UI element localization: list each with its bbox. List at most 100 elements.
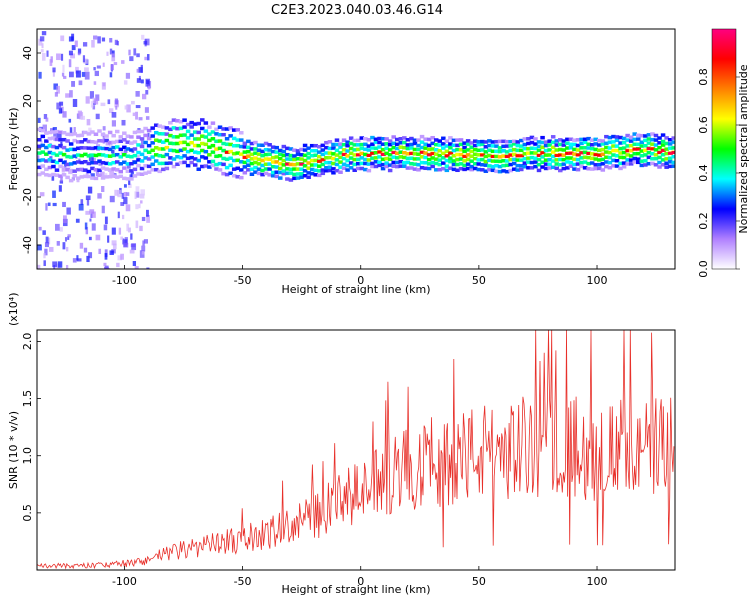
ridge-cell <box>618 155 623 160</box>
ridge-cell <box>348 146 354 151</box>
ridge-cell <box>391 160 396 165</box>
noise-speckle <box>111 227 116 235</box>
ridge-cell <box>526 166 531 170</box>
ridge-cell <box>267 148 272 152</box>
ridge-cell <box>451 167 457 172</box>
noise-speckle <box>56 53 61 61</box>
noise-speckle <box>109 37 113 43</box>
noise-speckle <box>63 215 67 224</box>
noise-speckle <box>128 49 131 56</box>
noise-speckle <box>66 207 71 215</box>
ridge-cell <box>246 158 251 163</box>
ridge-cell <box>504 139 510 144</box>
ridge-cell <box>402 145 407 150</box>
ridge-cell <box>543 140 549 144</box>
ridge-cell <box>472 139 478 143</box>
ridge-cell <box>675 153 680 157</box>
ridge-cell <box>97 146 102 150</box>
ridge-cell <box>200 134 205 138</box>
ridge-cell <box>313 148 318 153</box>
ridge-cell <box>458 157 464 161</box>
noise-speckle <box>100 102 106 107</box>
ridge-cell <box>384 151 389 156</box>
ridge-cell <box>575 167 581 172</box>
ridge-cell <box>274 174 279 179</box>
ridge-cell <box>192 157 198 161</box>
ridge-peak <box>444 154 450 158</box>
ridge-cell <box>675 163 680 167</box>
ridge-cell <box>501 149 506 153</box>
ridge-cell <box>189 120 194 125</box>
ridge-cell <box>480 162 485 167</box>
ridge-cell <box>628 158 634 162</box>
ridge-cell <box>657 165 662 169</box>
ridge-cell <box>373 160 379 164</box>
ridge-cell <box>68 142 74 146</box>
noise-speckle <box>135 186 140 192</box>
ridge-cell <box>625 153 630 157</box>
ridge-cell <box>490 164 496 169</box>
x-tick-label: 0 <box>357 274 364 287</box>
ridge-cell <box>536 168 542 173</box>
ridge-cell <box>433 152 439 156</box>
y-tick-label: 0.5 <box>21 504 34 522</box>
ridge-cell <box>625 138 630 142</box>
ridge-cell <box>363 161 368 166</box>
ridge-cell <box>444 164 450 168</box>
ridge-cell <box>660 152 666 157</box>
ridge-cell <box>519 167 524 172</box>
ridge-cell <box>600 168 606 172</box>
ridge-cell <box>239 138 244 142</box>
ridge-cell <box>377 163 382 168</box>
ridge-cell <box>409 136 414 141</box>
ridge-cell <box>582 160 588 164</box>
noise-speckle <box>111 53 116 62</box>
noise-speckle <box>41 43 44 49</box>
ridge-cell <box>200 164 205 169</box>
noise-speckle <box>73 127 76 134</box>
noise-speckle <box>49 59 53 66</box>
noise-speckle <box>121 119 126 126</box>
ridge-cell <box>433 148 439 152</box>
ridge-cell <box>561 148 567 152</box>
noise-speckle <box>67 236 70 240</box>
ridge-cell <box>136 163 141 168</box>
noise-speckle <box>63 75 67 79</box>
noise-speckle <box>44 242 50 248</box>
ridge-cell <box>295 149 301 153</box>
ridge-cell <box>423 161 428 165</box>
ridge-cell <box>402 151 407 155</box>
ridge-cell <box>632 132 637 136</box>
ridge-cell <box>97 138 102 143</box>
ridge-cell <box>451 159 457 163</box>
noise-speckle <box>76 255 79 261</box>
ridge-cell <box>302 148 308 152</box>
noise-speckle <box>123 149 128 153</box>
noise-speckle <box>93 35 98 40</box>
ridge-cell <box>44 167 49 172</box>
ridge-cell <box>529 160 535 165</box>
ridge-cell <box>657 141 662 145</box>
ridge-cell <box>175 126 180 131</box>
ridge-cell <box>671 146 675 150</box>
noise-speckle <box>68 50 73 56</box>
ridge-cell <box>263 167 269 171</box>
ridge-cell <box>253 165 258 170</box>
ridge-cell <box>426 162 432 166</box>
colorbar-tick-label: 0.6 <box>697 116 710 134</box>
ridge-cell <box>122 138 127 142</box>
ridge-cell <box>650 161 655 166</box>
ridge-cell <box>246 163 251 167</box>
ridge-cell <box>522 152 528 156</box>
ridge-cell <box>334 142 340 147</box>
x-tick-label: -50 <box>234 274 252 287</box>
ridge-cell <box>132 147 138 151</box>
ridge-cell <box>490 168 496 173</box>
ridge-cell <box>621 150 627 155</box>
ridge-cell <box>196 151 201 155</box>
ridge-cell <box>664 147 669 151</box>
ridge-cell <box>426 137 432 142</box>
ridge-cell <box>157 147 163 151</box>
ridge-cell <box>628 135 634 139</box>
ridge-cell <box>384 142 389 146</box>
